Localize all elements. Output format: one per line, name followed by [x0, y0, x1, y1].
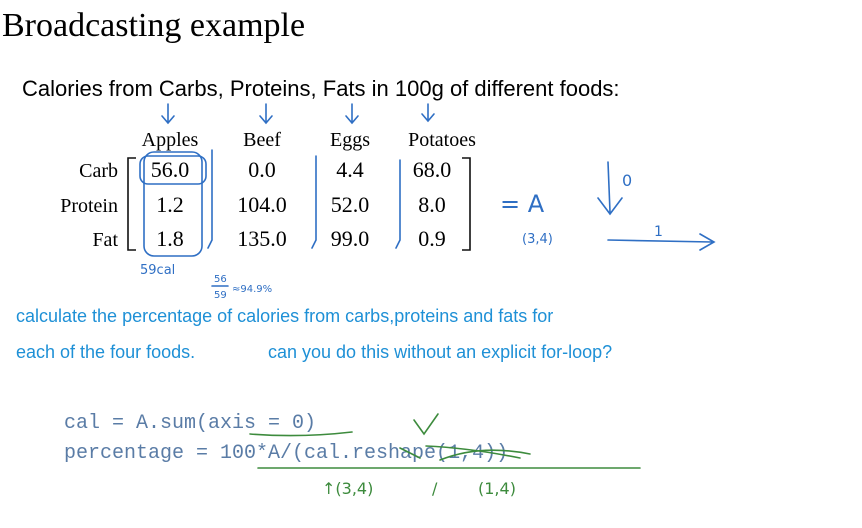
subtitle: Calories from Carbs, Proteins, Fats in 1…	[22, 76, 620, 101]
cal-shape-left: ↑(3,4)	[322, 479, 373, 498]
column-header: Potatoes	[408, 129, 476, 151]
table-cell: 8.0	[418, 192, 446, 217]
axis1-label: 1	[654, 224, 663, 240]
fraction-bottom: 59	[214, 290, 227, 301]
cal-shape-right: (1,4)	[478, 479, 516, 498]
table-cell: 52.0	[331, 192, 370, 217]
column-header: Eggs	[330, 129, 370, 151]
column-marks	[139, 149, 401, 257]
code-line: percentage = 100*A/(cal.reshape(1,4))	[64, 442, 508, 465]
table-cell: 104.0	[237, 192, 287, 217]
matrix-brackets	[127, 157, 471, 251]
table-cell: 135.0	[237, 226, 287, 251]
row-label: Fat	[92, 229, 118, 251]
matrix-name: = A	[500, 190, 545, 218]
table-cell: 0.9	[418, 226, 446, 251]
percent: ≈94.9%	[232, 284, 272, 295]
column-header: Apples	[142, 129, 199, 151]
question-line: each of the four foods.	[16, 342, 195, 362]
food-table: Apples Beef Eggs Potatoes Carb 56.0 0.0 4.4 68.0…	[60, 129, 476, 251]
table-cell: 4.4	[336, 157, 364, 182]
code-line: cal = A.sum(axis = 0)	[64, 412, 316, 435]
slide-title: Broadcasting example	[2, 7, 305, 44]
slash: /	[432, 479, 438, 498]
apples-total: 59cal	[140, 263, 175, 278]
matrix-shape: (3,4)	[522, 232, 553, 247]
table-cell: 68.0	[413, 157, 452, 182]
column-arrows	[161, 103, 435, 125]
table-cell: 1.8	[156, 226, 184, 251]
code-marks	[249, 413, 641, 469]
row-label: Protein	[60, 195, 118, 217]
row-label: Carb	[79, 160, 118, 182]
table-cell: 99.0	[331, 226, 370, 251]
question-line: calculate the percentage of calories fro…	[16, 306, 553, 326]
axis0-label: 0	[622, 171, 632, 190]
fraction-top: 56	[214, 274, 227, 285]
axis-arrows	[597, 161, 716, 251]
table-cell: 0.0	[248, 157, 276, 182]
question-line: can you do this without an explicit for-…	[268, 342, 612, 362]
table-cell: 56.0	[151, 157, 190, 182]
column-header: Beef	[243, 129, 281, 151]
table-cell: 1.2	[156, 192, 184, 217]
